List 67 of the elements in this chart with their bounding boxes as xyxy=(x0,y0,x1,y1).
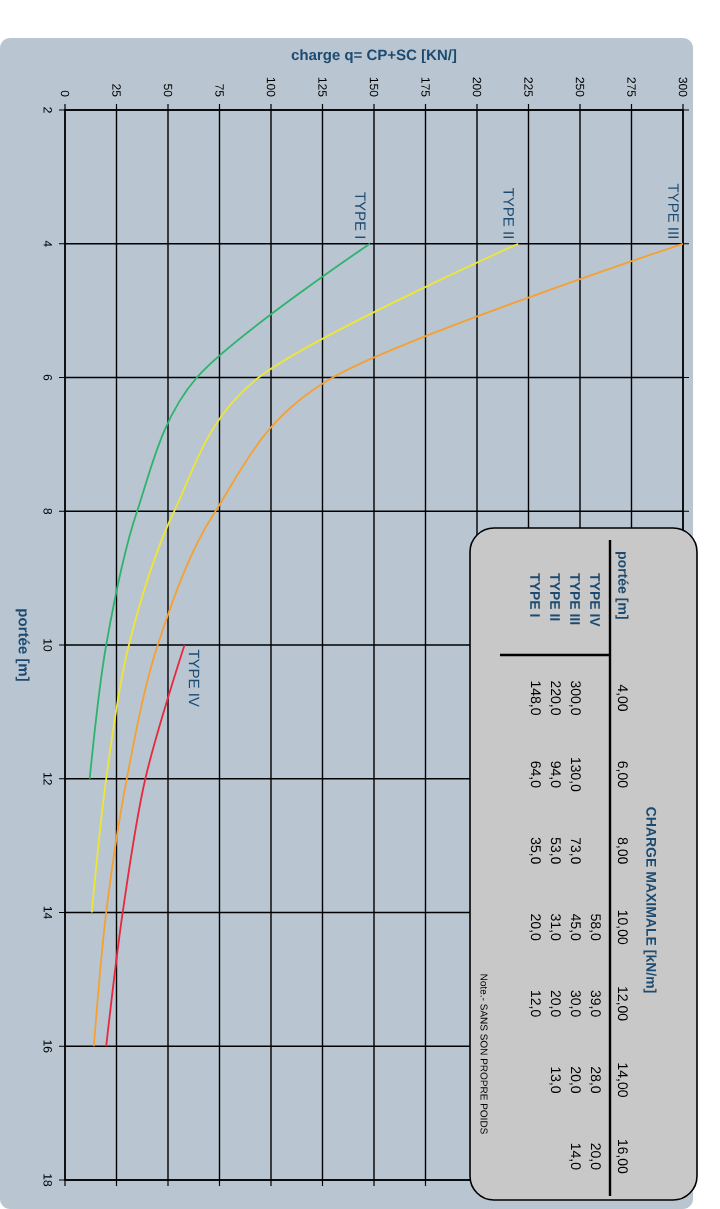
y-tick-label: 14 xyxy=(43,906,52,919)
annotation: 10,00 xyxy=(616,910,628,945)
annotation: 16,00 xyxy=(616,1139,628,1174)
text: TYPE III xyxy=(570,573,580,625)
annotation: 58,0 xyxy=(589,914,601,941)
x-tick-label: 50 xyxy=(163,84,173,97)
annotation: 148,0 xyxy=(529,681,541,715)
annotation: 53,0 xyxy=(549,837,561,864)
y-tick-label: 12 xyxy=(43,772,52,785)
y-tick-label: 18 xyxy=(43,1174,52,1187)
y-tick-label: 6 xyxy=(43,374,52,381)
annotation: 30,0 xyxy=(569,990,581,1017)
x-tick-label: 0 xyxy=(60,90,70,97)
x-axis-title: charge q= CP+SC [KN/] xyxy=(291,49,457,64)
annotation: 130,0 xyxy=(569,757,581,792)
annotation: CHARGE MAXIMALE [kN/m] xyxy=(643,807,657,993)
annotation: 73,0 xyxy=(569,837,581,864)
x-tick-label: 175 xyxy=(421,77,430,97)
annotation: 39,0 xyxy=(589,990,601,1017)
text: TYPE III xyxy=(668,183,679,238)
y-tick-label: 16 xyxy=(43,1040,52,1053)
annotation: 220,0 xyxy=(549,681,561,715)
y-tick-label: 4 xyxy=(43,240,52,247)
text: TYPE IV xyxy=(188,649,200,707)
annotation: 12,00 xyxy=(616,987,628,1021)
annotation: 14,0 xyxy=(569,1143,581,1170)
annotation: 20,0 xyxy=(529,914,541,941)
x-tick-label: 225 xyxy=(524,77,533,97)
x-tick-label: 275 xyxy=(627,77,636,97)
annotation: 13,0 xyxy=(549,1067,561,1094)
annotation: 28,0 xyxy=(589,1067,601,1094)
annotation: 20,0 xyxy=(549,990,561,1017)
annotation: 8,00 xyxy=(616,837,628,864)
y-tick-label: 10 xyxy=(43,639,52,652)
y-tick-label: 8 xyxy=(43,508,52,515)
x-tick-label: 200 xyxy=(472,77,482,97)
x-tick-label: 100 xyxy=(266,77,276,97)
x-tick-label: 150 xyxy=(369,77,379,97)
line-series xyxy=(105,644,186,1048)
line-series xyxy=(90,242,520,914)
y-axis-title: portée [m] xyxy=(15,609,30,681)
x-tick-label: 300 xyxy=(678,77,688,97)
annotation: 35,0 xyxy=(529,837,541,864)
x-tick-label: 125 xyxy=(318,77,327,97)
annotation: 6,00 xyxy=(616,761,628,788)
annotation: 45,0 xyxy=(569,913,581,941)
text: TYPE II xyxy=(550,573,560,621)
annotation: 31,0 xyxy=(549,914,561,941)
annotation: Note.- SANS SON PROPRE POIDS xyxy=(480,974,488,1134)
annotation: 300,0 xyxy=(569,681,581,715)
text: TYPE IV xyxy=(590,573,600,627)
text: TYPE I xyxy=(530,573,540,617)
text: TYPE II xyxy=(503,188,514,238)
annotation: 64,0 xyxy=(529,761,541,788)
x-tick-label: 75 xyxy=(215,84,224,97)
annotation: 4,00 xyxy=(616,684,628,712)
annotation: 14,00 xyxy=(616,1063,628,1097)
annotation: 12,0 xyxy=(529,991,541,1017)
annotation: portée [m] xyxy=(615,551,629,619)
annotation: 94,0 xyxy=(549,761,561,788)
text: TYPE I xyxy=(355,192,366,238)
line-series xyxy=(88,242,371,780)
x-tick-label: 250 xyxy=(575,77,585,97)
annotation: 20,0 xyxy=(569,1067,581,1094)
annotation: 20,0 xyxy=(589,1143,601,1170)
x-tick-label: 25 xyxy=(112,84,121,97)
y-tick-label: 2 xyxy=(43,107,52,113)
